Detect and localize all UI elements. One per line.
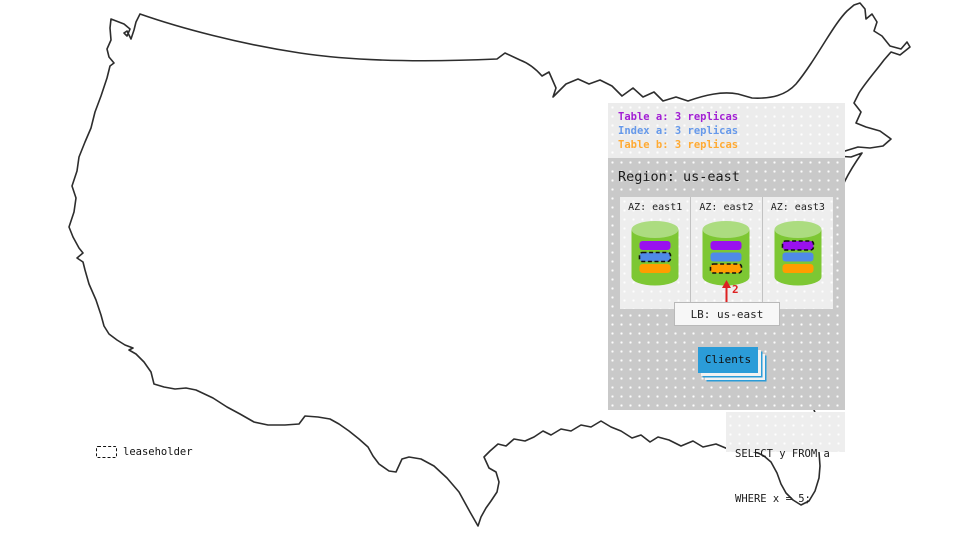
- replica-table-b: [710, 263, 743, 274]
- leaseholder-key-label: leaseholder: [123, 446, 193, 458]
- az-east3-label: AZ: east3: [770, 202, 825, 213]
- database-cylinder: [702, 221, 750, 286]
- replica-legend-panel: Table a: 3 replicas Index a: 3 replicas …: [608, 103, 845, 158]
- az-east3: AZ: east3: [761, 197, 833, 309]
- replica-index-a: [782, 252, 814, 262]
- az-east2-label: AZ: east2: [699, 202, 754, 213]
- replica-table-a: [710, 241, 742, 250]
- replica-table-a: [781, 240, 815, 251]
- region-panel: Region: us-east AZ: east1 AZ: east2: [608, 158, 845, 410]
- replica-table-b: [639, 264, 671, 273]
- replica-index-a: [638, 251, 672, 263]
- az-container: AZ: east1 AZ: east2 AZ: east3: [620, 197, 833, 309]
- sql-line-1: SELECT y FROM a: [735, 448, 830, 460]
- load-balancer-box: LB: us-east: [674, 302, 780, 326]
- arrow-step-label: 2: [732, 283, 739, 296]
- legend-table-a: Table a: 3 replicas: [618, 111, 739, 123]
- replica-index-a: [710, 252, 742, 262]
- leaseholder-key: leaseholder: [96, 446, 193, 458]
- database-cylinder: [631, 221, 679, 286]
- az-east1: AZ: east1: [620, 197, 690, 309]
- query-arrow-icon: [722, 280, 731, 302]
- clients-button: Clients: [698, 347, 758, 373]
- replica-table-b: [782, 264, 814, 273]
- legend-index-a: Index a: 3 replicas: [618, 125, 739, 137]
- database-cylinder: [774, 221, 822, 286]
- sql-query-box: SELECT y FROM a WHERE x = 5;: [726, 412, 845, 505]
- region-title: Region: us-east: [618, 169, 740, 185]
- us-map-outline: [68, 2, 911, 527]
- replica-table-a: [639, 241, 671, 250]
- legend-table-b: Table b: 3 replicas: [618, 139, 739, 151]
- az-east1-label: AZ: east1: [628, 202, 683, 213]
- sql-line-2: WHERE x = 5;: [735, 493, 811, 505]
- leaseholder-dashed-icon: [96, 446, 117, 458]
- az-east2: AZ: east2: [690, 197, 761, 309]
